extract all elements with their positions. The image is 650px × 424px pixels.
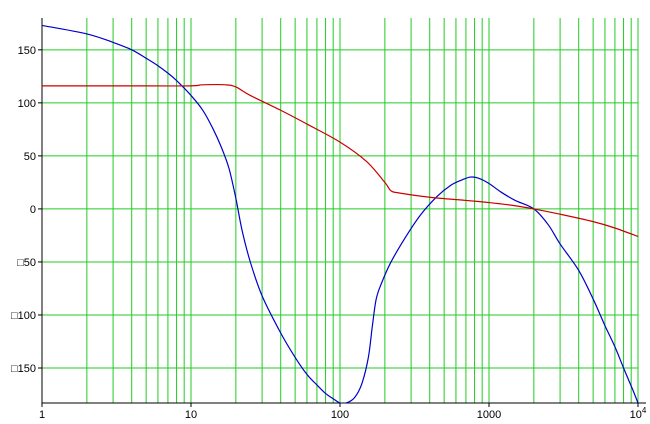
grid-lines [41,18,639,403]
y-tick-label: 100 [18,98,36,110]
series-line-2 [42,84,639,238]
y-tick-label: 150 [18,45,36,57]
x-tick-label: 10 [185,409,197,421]
x-tick-label: 1 [39,409,45,421]
series-line-1 [42,24,639,403]
x-tick-label: 104 [630,406,647,421]
y-tick-label: 0 [30,204,36,216]
y-tick-label: 50 [24,151,36,163]
y-tick-label: □100 [11,310,36,322]
x-tick-label: 100 [331,409,349,421]
y-tick-label: □50 [17,257,36,269]
x-tick-label: 1000 [477,409,501,421]
y-tick-label: □150 [11,363,36,375]
tick-labels: 150 100 50 0 □50 □100 □150 1 10 100 1000 104 [11,45,647,421]
series-layer [42,24,639,403]
